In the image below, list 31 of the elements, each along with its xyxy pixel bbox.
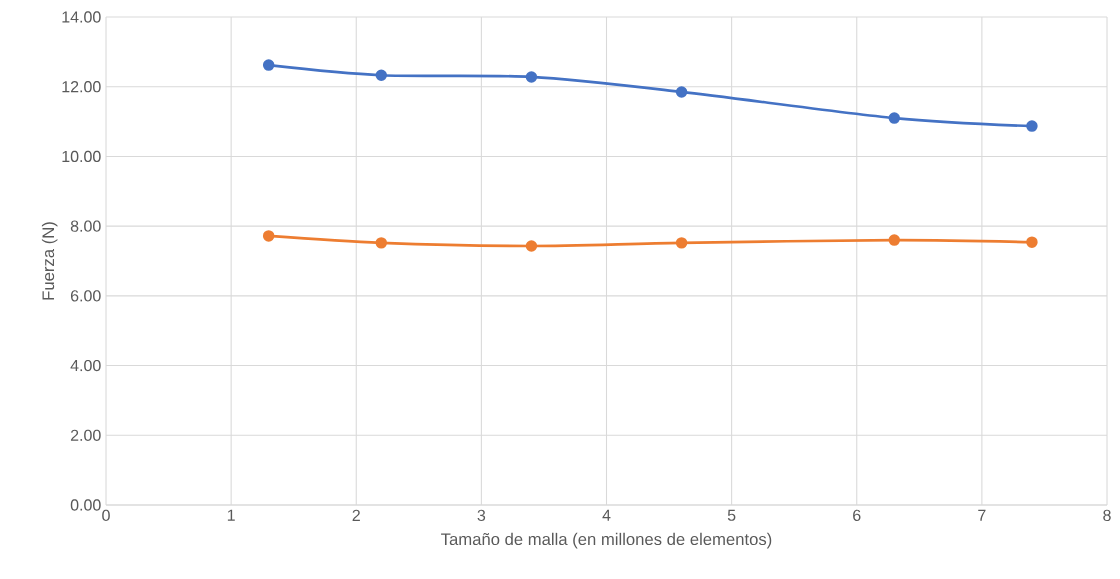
point xyxy=(262,230,275,242)
y-tick-label: 14.00 xyxy=(62,11,101,23)
x-tick-label: 5 xyxy=(727,509,736,521)
y-tick-label: 0.00 xyxy=(70,499,101,511)
point xyxy=(375,69,388,81)
x-tick-label: 2 xyxy=(352,509,360,521)
x-tick-label: 1 xyxy=(227,509,235,521)
point xyxy=(1026,120,1038,132)
x-tick-label: 3 xyxy=(477,509,486,522)
point xyxy=(888,112,901,124)
point xyxy=(525,71,538,83)
x-tick-label: 0 xyxy=(102,509,110,522)
point xyxy=(375,237,388,249)
point xyxy=(525,240,538,252)
point xyxy=(1026,236,1038,248)
x-tick-label: 8 xyxy=(1103,509,1111,522)
y-axis-title: Fuerza (N) xyxy=(41,222,58,300)
y-tick-label: 8.00 xyxy=(70,220,101,232)
x-tick-label: 6 xyxy=(853,509,861,522)
y-tick-label: 4.00 xyxy=(70,359,101,372)
point xyxy=(262,59,275,71)
x-tick-label: 7 xyxy=(978,509,986,521)
point xyxy=(675,86,688,98)
y-tick-label: 12.00 xyxy=(62,81,101,93)
x-tick-label: 4 xyxy=(602,509,611,521)
point xyxy=(888,234,901,246)
y-tick-label: 2.00 xyxy=(70,429,101,441)
x-axis-title: Tamaño de malla (en millones de elementos) xyxy=(441,532,772,549)
y-tick-label: 6.00 xyxy=(70,290,101,302)
point xyxy=(675,237,688,249)
y-tick-label: 10.00 xyxy=(62,150,101,163)
